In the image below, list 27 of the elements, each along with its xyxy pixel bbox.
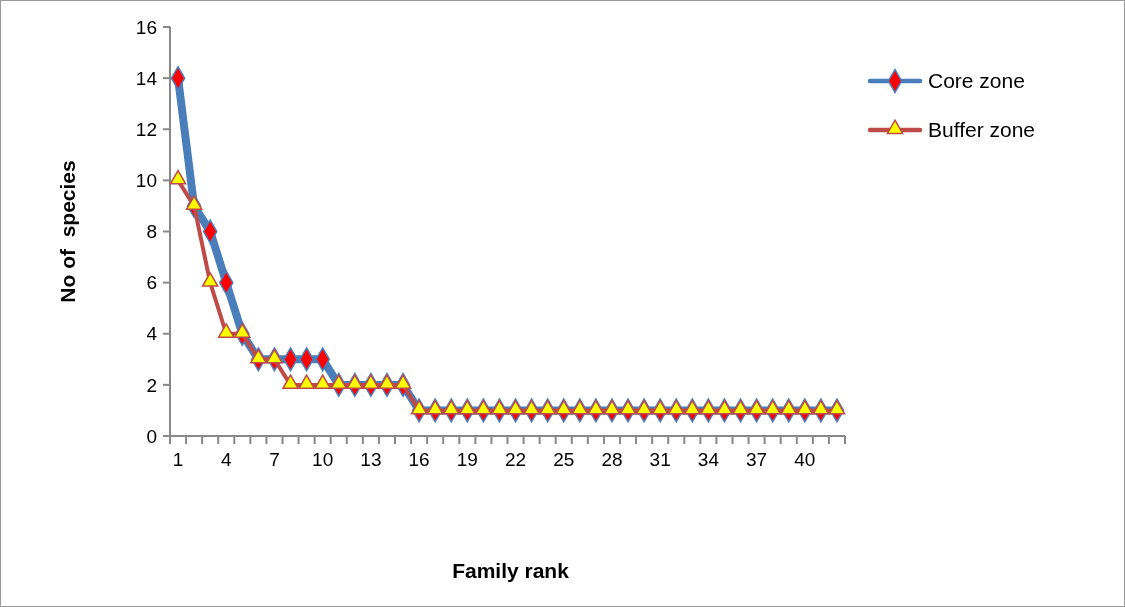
x-tick-label: 7 bbox=[269, 449, 280, 470]
x-tick-label: 4 bbox=[220, 449, 232, 470]
legend-label: Buffer zone bbox=[928, 118, 1036, 142]
x-tick-label: 10 bbox=[312, 449, 334, 470]
x-tick-label: 1 bbox=[172, 449, 184, 470]
x-tick-label: 22 bbox=[504, 449, 527, 470]
legend-label: Core zone bbox=[928, 69, 1025, 93]
x-axis-title: Family rank bbox=[452, 559, 570, 582]
x-tick-label: 31 bbox=[649, 449, 671, 470]
x-tick-label: 16 bbox=[408, 449, 430, 470]
y-tick-label: 0 bbox=[146, 425, 157, 447]
y-axis-title: No of species bbox=[56, 160, 79, 303]
y-tick-label: 6 bbox=[146, 272, 157, 294]
y-tick-label: 14 bbox=[135, 67, 158, 89]
x-tick-label: 40 bbox=[794, 449, 816, 470]
x-tick-label: 37 bbox=[746, 449, 768, 470]
y-tick-label: 8 bbox=[146, 221, 157, 243]
y-tick-label: 10 bbox=[135, 170, 157, 192]
x-tick-label: 25 bbox=[553, 449, 575, 470]
y-tick-label: 4 bbox=[146, 323, 158, 345]
x-tick-label: 13 bbox=[360, 449, 382, 470]
y-tick-label: 12 bbox=[135, 118, 157, 140]
y-tick-label: 16 bbox=[135, 16, 157, 38]
x-tick-label: 28 bbox=[601, 449, 623, 470]
x-tick-label: 19 bbox=[456, 449, 478, 470]
x-tick-label: 34 bbox=[697, 449, 720, 470]
y-tick-label: 2 bbox=[146, 374, 157, 396]
